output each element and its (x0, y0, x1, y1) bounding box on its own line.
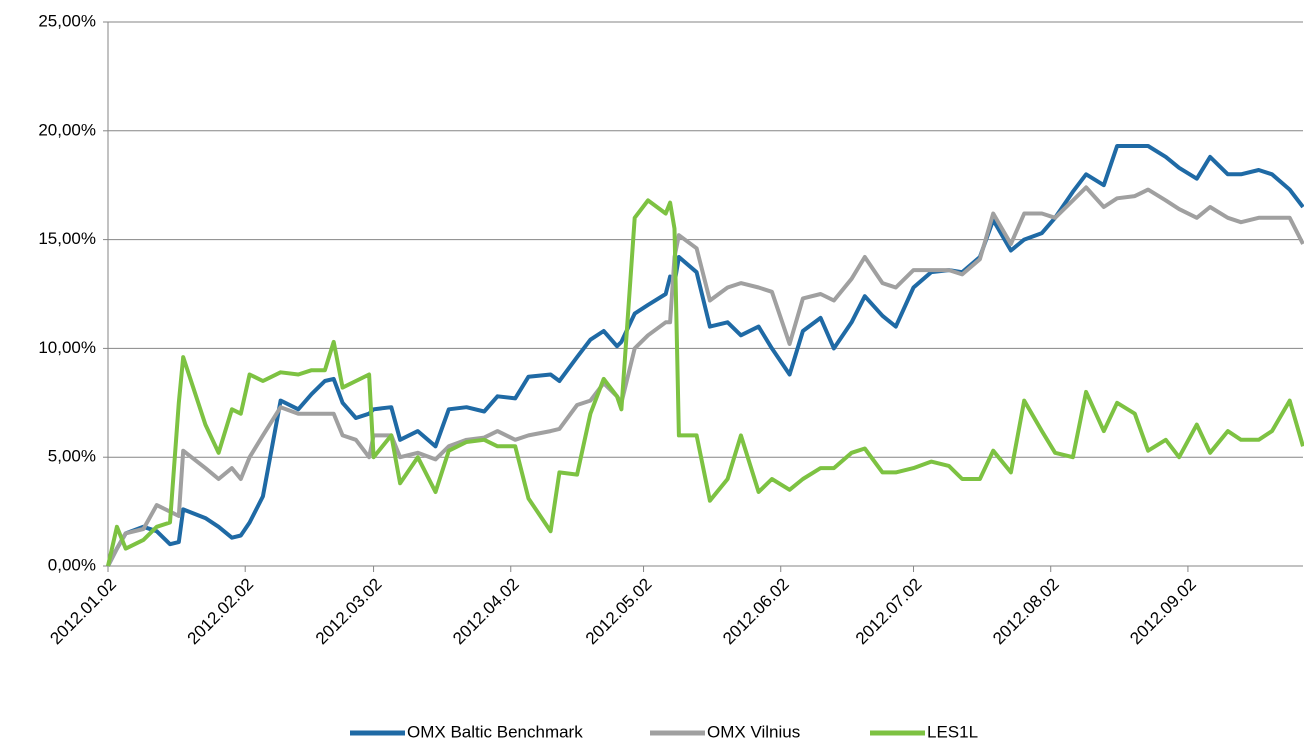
x-tick-label: 2012.03.02 (312, 575, 386, 649)
x-tick-label: 2012.02.02 (184, 575, 258, 649)
x-tick-label: 2012.05.02 (582, 575, 656, 649)
y-tick-label: 20,00% (38, 120, 96, 139)
legend-label: LES1L (927, 722, 978, 741)
x-tick-label: 2012.07.02 (852, 575, 926, 649)
x-tick-label: 2012.08.02 (989, 575, 1063, 649)
y-tick-label: 0,00% (48, 555, 96, 574)
x-tick-label: 2012.01.02 (46, 575, 120, 649)
y-tick-label: 5,00% (48, 447, 96, 466)
series-line (106, 185, 1304, 567)
legend-label: OMX Vilnius (707, 722, 800, 741)
legend-label: OMX Baltic Benchmark (407, 722, 583, 741)
y-tick-label: 15,00% (38, 229, 96, 248)
y-tick-label: 10,00% (38, 338, 96, 357)
x-tick-label: 2012.04.02 (449, 575, 523, 649)
x-tick-label: 2012.06.02 (719, 575, 793, 649)
series-line (106, 198, 1304, 567)
y-tick-label: 25,00% (38, 11, 96, 30)
x-tick-label: 2012.09.02 (1126, 575, 1200, 649)
series-line (106, 144, 1304, 567)
